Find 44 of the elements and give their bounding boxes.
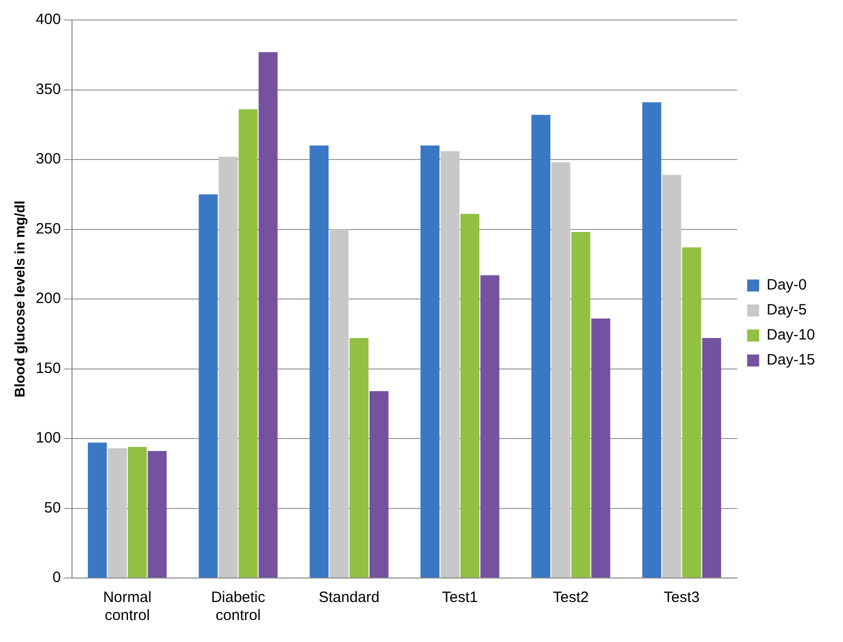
bar [682, 247, 702, 578]
bar [238, 109, 258, 578]
bar [128, 446, 147, 578]
legend-label: Day-5 [766, 302, 807, 319]
legend-label: Day-0 [766, 276, 807, 294]
bar [370, 391, 388, 578]
bar [571, 232, 590, 578]
bar [440, 151, 460, 578]
bar [460, 214, 480, 578]
x-tick-label: Diabetic control [211, 589, 266, 624]
bar [551, 162, 570, 578]
bar [591, 318, 610, 578]
bar [531, 114, 550, 578]
y-tick-label: 200 [36, 290, 61, 308]
x-tick-label: Normal control [103, 589, 152, 624]
y-axis-title: Blood glucose levels in mg/dl [11, 200, 28, 398]
y-tick-label: 350 [36, 80, 61, 98]
legend-label: Day-10 [766, 326, 816, 344]
bar [258, 52, 278, 578]
y-tick-label: 50 [44, 499, 61, 516]
legend-label: Day-15 [766, 352, 816, 369]
bar [702, 338, 722, 578]
bar [330, 229, 349, 578]
x-tick-label: Test2 [552, 589, 589, 606]
bar [350, 338, 369, 578]
x-tick-label: Standard [318, 589, 380, 606]
y-tick-label: 0 [52, 569, 61, 586]
y-tick-label: 300 [36, 150, 61, 168]
bar [642, 102, 662, 578]
y-tick-label: 400 [36, 11, 61, 28]
y-tick-label: 250 [36, 220, 61, 238]
bar [310, 146, 329, 578]
bar [88, 442, 107, 578]
bar [108, 448, 127, 578]
bar [662, 174, 682, 578]
bar [480, 275, 500, 578]
bar [198, 194, 218, 578]
x-tick-label: Test1 [442, 589, 478, 606]
bar [148, 451, 167, 578]
y-tick-label: 100 [36, 430, 61, 447]
x-tick-label: Test3 [664, 589, 700, 606]
bar [218, 156, 238, 578]
y-tick-label: 150 [36, 360, 61, 377]
bar [420, 146, 440, 578]
